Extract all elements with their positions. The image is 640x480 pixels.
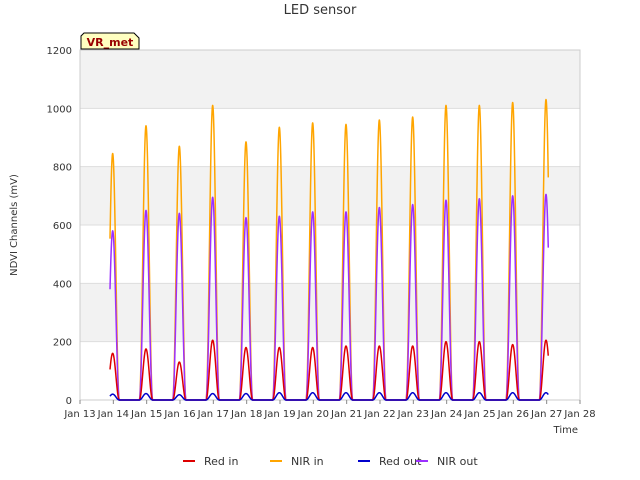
y-tick-label: 600	[53, 221, 72, 232]
x-axis: Jan 13 Jan 14 Jan 15 Jan 16 Jan 17 Jan 18 Jan …	[63, 400, 596, 420]
series-layer	[109, 98, 550, 401]
plot-band	[80, 283, 580, 342]
x-tick-label: Jan 18	[230, 409, 262, 420]
y-tick-label: 1000	[47, 104, 72, 115]
y-tick-label: 400	[53, 279, 72, 290]
x-tick-label: Jan 26	[497, 409, 529, 420]
x-tick-label: Jan 28	[563, 409, 595, 420]
x-tick-label: Jan 17	[197, 409, 229, 420]
y-tick-label: 1200	[47, 46, 72, 57]
plot-band	[80, 50, 580, 109]
y-tick-label: 800	[53, 163, 72, 174]
chart-title: LED sensor	[284, 3, 357, 18]
legend-label: Red out	[379, 455, 422, 468]
plot-bands	[80, 50, 580, 342]
annotation-badge-shape	[80, 32, 140, 50]
y-tick-label: 0	[66, 396, 72, 407]
series-line-red-out	[109, 391, 549, 401]
legend-label: NIR out	[437, 455, 478, 468]
legend-label: NIR in	[291, 455, 324, 468]
x-tick-label: Jan 14	[97, 409, 129, 420]
x-tick-label: Jan 21	[330, 409, 362, 420]
plot-band	[80, 166, 580, 225]
y-axis-label: NDVI Channels (mV)	[9, 174, 20, 276]
x-axis-label: Time	[553, 425, 578, 436]
x-tick-label: Jan 24	[430, 409, 462, 420]
y-axis: 0 200 400 600 800 1000 1200	[47, 46, 72, 407]
x-tick-label: Jan 20	[297, 409, 329, 420]
legend: Red in NIR in Red out NIR out	[183, 455, 478, 468]
x-tick-label: Jan 13	[63, 409, 95, 420]
x-tick-label: Jan 19	[263, 409, 295, 420]
x-tick-label: Jan 25	[463, 409, 495, 420]
legend-label: Red in	[204, 455, 238, 468]
x-tick-label: Jan 27	[530, 409, 562, 420]
x-tick-label: Jan 23	[397, 409, 429, 420]
x-tick-label: Jan 22	[363, 409, 395, 420]
x-tick-label: Jan 16	[163, 409, 195, 420]
x-tick-label: Jan 15	[130, 409, 162, 420]
annotation-badge: VR_met	[80, 32, 140, 50]
y-tick-label: 200	[53, 338, 72, 349]
annotation-label: VR_met	[87, 36, 134, 49]
